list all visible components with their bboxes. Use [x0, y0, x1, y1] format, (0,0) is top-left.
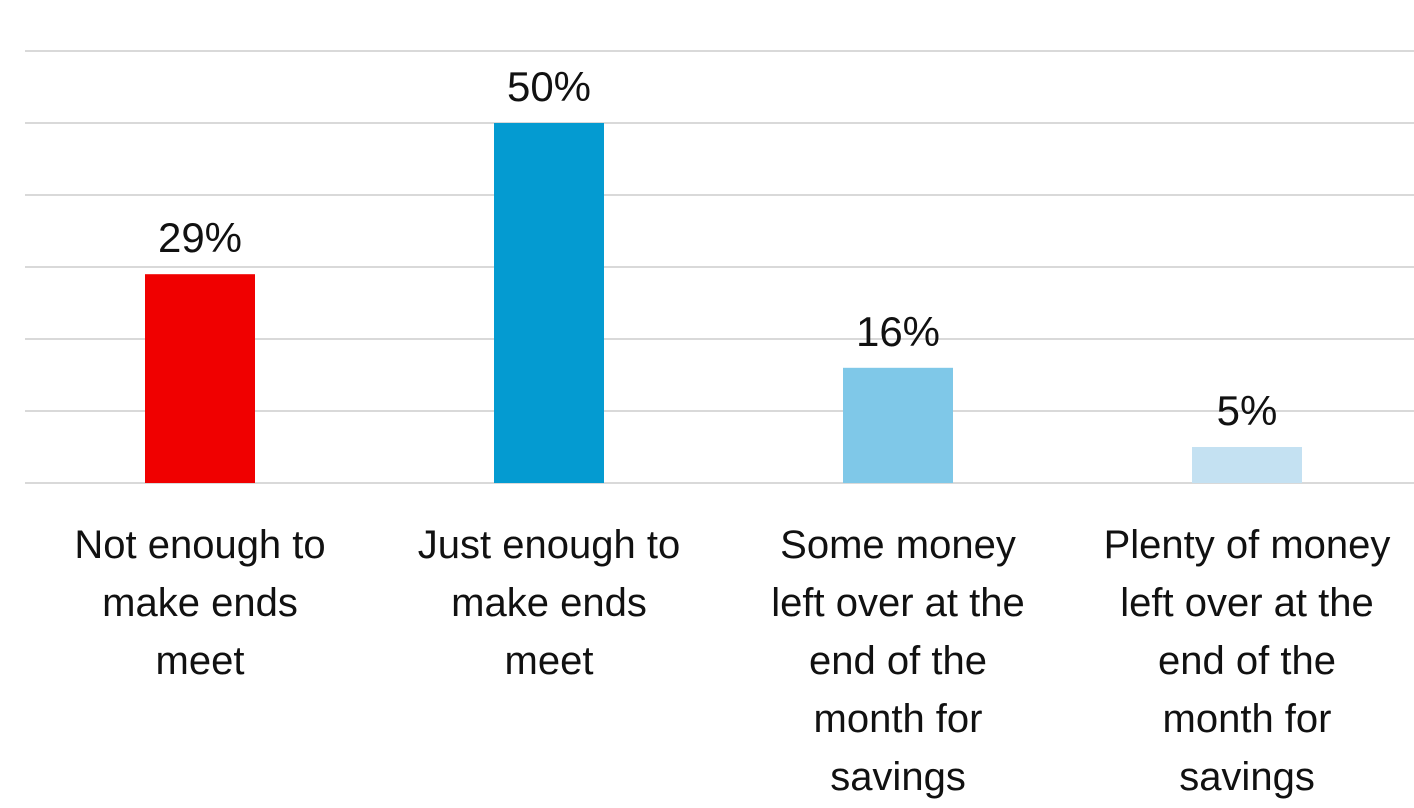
category-label-line: left over at the — [1120, 581, 1373, 625]
data-label-4: 5% — [1217, 387, 1278, 434]
bar-4 — [1192, 447, 1302, 483]
category-label-line: Not enough to — [74, 523, 325, 567]
category-label-line: end of the — [1158, 639, 1336, 683]
data-labels: 29% 50% 16% 5% — [158, 63, 1277, 434]
category-label-line: meet — [505, 639, 594, 683]
bar-1 — [145, 274, 255, 483]
bars — [145, 123, 1302, 483]
category-label-line: month for — [814, 697, 983, 741]
category-label-line: Some money — [780, 523, 1016, 567]
category-label-line: left over at the — [771, 581, 1024, 625]
data-label-1: 29% — [158, 214, 242, 261]
data-label-3: 16% — [856, 308, 940, 355]
bar-3 — [843, 367, 953, 483]
category-label-2: Just enough to make ends meet — [418, 523, 680, 683]
category-label-4: Plenty of money left over at the end of th… — [1104, 523, 1391, 799]
category-label-line: make ends — [102, 581, 298, 625]
category-label-line: savings — [1179, 755, 1315, 799]
gridlines — [25, 50, 1414, 484]
bar-2 — [494, 123, 604, 483]
category-label-line: Just enough to — [418, 523, 680, 567]
category-label-line: month for — [1163, 697, 1332, 741]
category-label-line: savings — [830, 755, 966, 799]
category-label-line: Plenty of money — [1104, 523, 1391, 567]
category-label-line: meet — [156, 639, 245, 683]
category-label-line: end of the — [809, 639, 987, 683]
category-label-1: Not enough to make ends meet — [74, 523, 325, 683]
data-label-2: 50% — [507, 63, 591, 110]
category-label-3: Some money left over at the end of the mont… — [771, 523, 1024, 799]
category-label-line: make ends — [451, 581, 647, 625]
